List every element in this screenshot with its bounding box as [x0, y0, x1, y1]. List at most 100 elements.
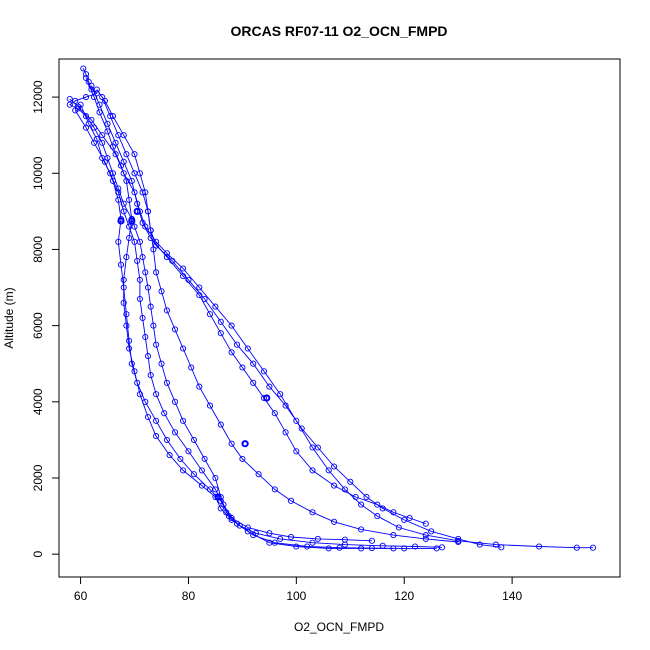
data-point: [271, 410, 278, 417]
data-point: [266, 383, 273, 390]
x-tick-label: 100: [286, 589, 306, 603]
data-point: [134, 257, 141, 264]
y-tick-label: 10000: [31, 156, 45, 190]
data-point: [82, 74, 90, 82]
data-point: [358, 545, 365, 552]
data-point: [282, 429, 289, 436]
highlight-points: [117, 207, 271, 501]
data-point: [325, 545, 332, 552]
data-point: [180, 273, 187, 280]
series-6: [88, 82, 429, 527]
data-point: [239, 364, 246, 371]
data-point: [411, 543, 419, 550]
data-point: [126, 234, 133, 242]
data-point: [115, 196, 122, 203]
data-point: [150, 322, 157, 329]
data-point: [341, 541, 348, 548]
data-point: [126, 223, 133, 230]
data-point: [206, 311, 214, 318]
data-point: [153, 341, 160, 348]
data-point: [112, 151, 119, 158]
data-point: [293, 448, 300, 455]
data-point: [142, 269, 149, 276]
data-point: [390, 509, 397, 516]
data-point: [115, 185, 122, 192]
series-5: [77, 101, 375, 544]
data-point: [352, 493, 359, 501]
data-point: [212, 474, 219, 482]
data-point: [347, 478, 354, 485]
data-point: [82, 71, 90, 78]
chart-title: ORCAS RF07-11 O2_OCN_FMPD: [230, 23, 447, 39]
y-axis: 0 2000 4000 6000 8000 10000 12000: [31, 80, 60, 557]
data-point: [287, 533, 295, 541]
data-point: [163, 307, 170, 314]
data-point: [341, 486, 348, 493]
data-point: [112, 139, 119, 146]
data-point: [115, 238, 122, 245]
data-point: [573, 544, 580, 551]
data-point: [96, 109, 103, 116]
data-point: [239, 455, 246, 462]
data-point: [139, 314, 146, 322]
x-tick-label: 80: [182, 589, 196, 603]
series-line: [90, 85, 426, 525]
data-point: [406, 514, 413, 522]
y-tick-label: 8000: [31, 236, 45, 263]
data-point: [266, 530, 273, 537]
data-point: [120, 284, 127, 291]
data-point: [293, 543, 300, 550]
data-point: [161, 410, 168, 417]
data-point: [180, 417, 187, 424]
data-point: [233, 341, 241, 348]
data-point: [107, 113, 114, 120]
series-8: [99, 94, 462, 546]
data-point: [589, 544, 597, 551]
data-point: [379, 542, 386, 549]
data-point: [93, 86, 100, 93]
y-tick-label: 0: [31, 550, 45, 557]
data-point: [139, 189, 146, 196]
data-point: [363, 493, 370, 501]
data-point: [217, 330, 224, 337]
data-point: [66, 95, 73, 103]
data-point: [244, 528, 251, 535]
data-point: [206, 402, 214, 409]
data-point: [128, 360, 135, 367]
data-point: [131, 151, 138, 158]
data-point: [171, 326, 179, 333]
data-point: [374, 501, 381, 508]
data-point: [455, 538, 462, 546]
series-line: [96, 89, 502, 548]
data-point: [123, 151, 130, 158]
data-point: [131, 189, 138, 196]
x-axis-label: O2_OCN_FMPD: [294, 620, 384, 634]
data-point: [401, 516, 408, 523]
x-tick-label: 60: [74, 589, 88, 603]
y-tick-label: 12000: [31, 80, 45, 114]
data-point: [120, 299, 127, 306]
data-point: [177, 455, 184, 462]
series-line: [101, 96, 459, 543]
data-point: [196, 383, 203, 390]
x-tick-label: 120: [394, 589, 414, 603]
data-point: [190, 436, 197, 443]
data-point: [250, 360, 257, 367]
data-point: [277, 535, 284, 542]
data-point: [266, 539, 273, 546]
data-point: [131, 170, 138, 177]
data-point: [225, 513, 232, 520]
data-point: [147, 303, 154, 310]
series-3: [82, 74, 397, 552]
data-point: [217, 318, 224, 325]
data-point: [82, 124, 90, 131]
data-point: [196, 284, 203, 291]
data-point: [99, 139, 106, 146]
data-point: [136, 276, 143, 283]
data-point: [82, 94, 90, 101]
data-point: [228, 440, 235, 447]
data-point: [331, 463, 338, 470]
data-point: [492, 541, 499, 548]
data-point: [171, 398, 179, 405]
